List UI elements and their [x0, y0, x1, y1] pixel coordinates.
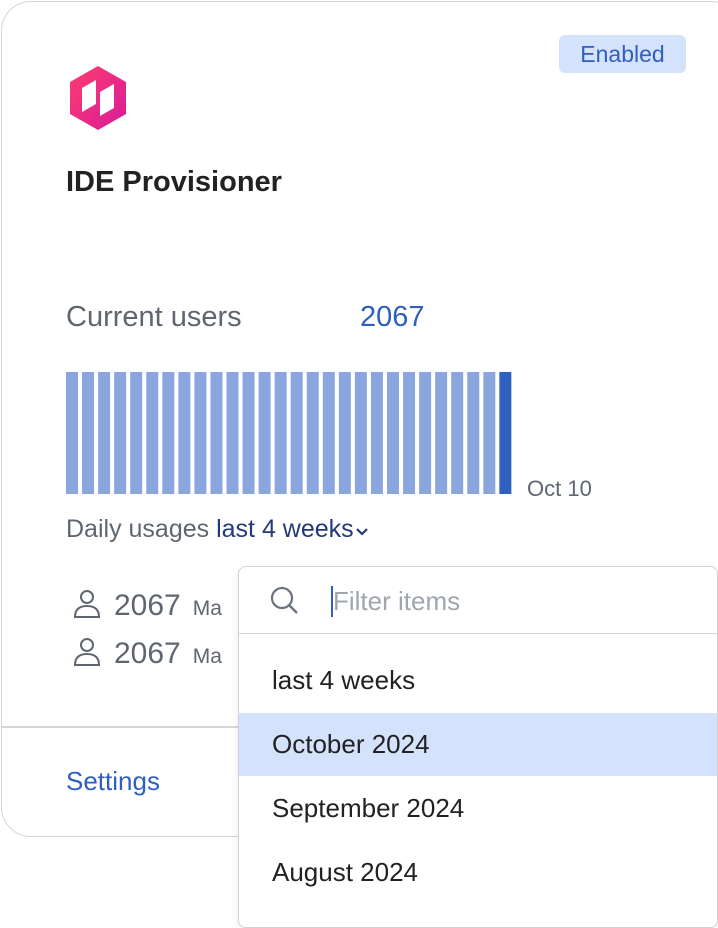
usage-bar [130, 372, 143, 494]
usage-bar [467, 372, 480, 494]
usage-bar [370, 372, 383, 494]
usage-bar [194, 372, 207, 494]
period-select[interactable]: last 4 weeks [216, 515, 354, 543]
user-text: Ma [192, 597, 222, 620]
status-badge: Enabled [559, 35, 686, 73]
dropdown-item[interactable]: October 2024 [239, 713, 717, 776]
logo [70, 66, 126, 130]
current-users-count: 2067 [360, 301, 425, 333]
user-icon [73, 638, 101, 666]
usage-bar [290, 372, 303, 494]
usage-bar [499, 372, 512, 494]
user-text: Ma [192, 645, 222, 668]
usage-bar [419, 372, 432, 494]
user-icon-head [80, 638, 94, 652]
user-icon-body [73, 652, 101, 666]
user-count: 2067 [114, 589, 181, 622]
search-placeholder: Filter items [331, 586, 461, 617]
usage-bar [387, 372, 399, 494]
card-title: IDE Provisioner [66, 166, 282, 198]
dropdown-item[interactable]: September 2024 [272, 793, 465, 823]
usage-bar [242, 372, 255, 494]
usage-bar [82, 372, 95, 494]
end-date-label: Oct 10 [527, 476, 592, 501]
usage-bar [338, 372, 351, 494]
dropdown-item[interactable]: August 2024 [272, 857, 419, 887]
usage-chart [66, 372, 512, 494]
search-box[interactable]: Filter items [239, 567, 717, 634]
usage-bar [403, 372, 416, 494]
user-row: 2067 Ma [72, 636, 222, 671]
usage-bar [226, 372, 239, 494]
usage-bar [451, 372, 464, 494]
search-icon [270, 586, 298, 614]
user-row: 2067 Ma [72, 588, 222, 623]
dropdown: Filter items last 4 weeks October 2024 Sep… [238, 566, 718, 928]
usage-bar [306, 372, 319, 494]
daily-usages: Daily usages last 4 weeks [66, 515, 370, 544]
usage-bar [98, 372, 111, 494]
usage-bar [146, 372, 159, 494]
user-icon-head [80, 590, 94, 604]
usage-bar [483, 372, 496, 494]
user-icon [73, 590, 101, 618]
usage-bar [114, 372, 127, 494]
usage-bar [66, 372, 78, 494]
usage-bar [178, 372, 191, 494]
dropdown-item[interactable]: last 4 weeks [272, 665, 416, 695]
usage-bar [162, 372, 175, 494]
chevron [355, 528, 368, 536]
usage-bar [258, 372, 271, 494]
usage-bar [435, 372, 448, 494]
user-count: 2067 [114, 637, 181, 670]
usage-bar [322, 372, 335, 494]
user-icon-body [73, 604, 101, 618]
settings-link[interactable]: Settings [66, 766, 160, 796]
daily-label: Daily usages [66, 515, 210, 543]
usage-bar [210, 372, 223, 494]
usage-bar [274, 372, 287, 494]
current-users-label: Current users [66, 301, 242, 333]
usage-bar [354, 372, 367, 494]
